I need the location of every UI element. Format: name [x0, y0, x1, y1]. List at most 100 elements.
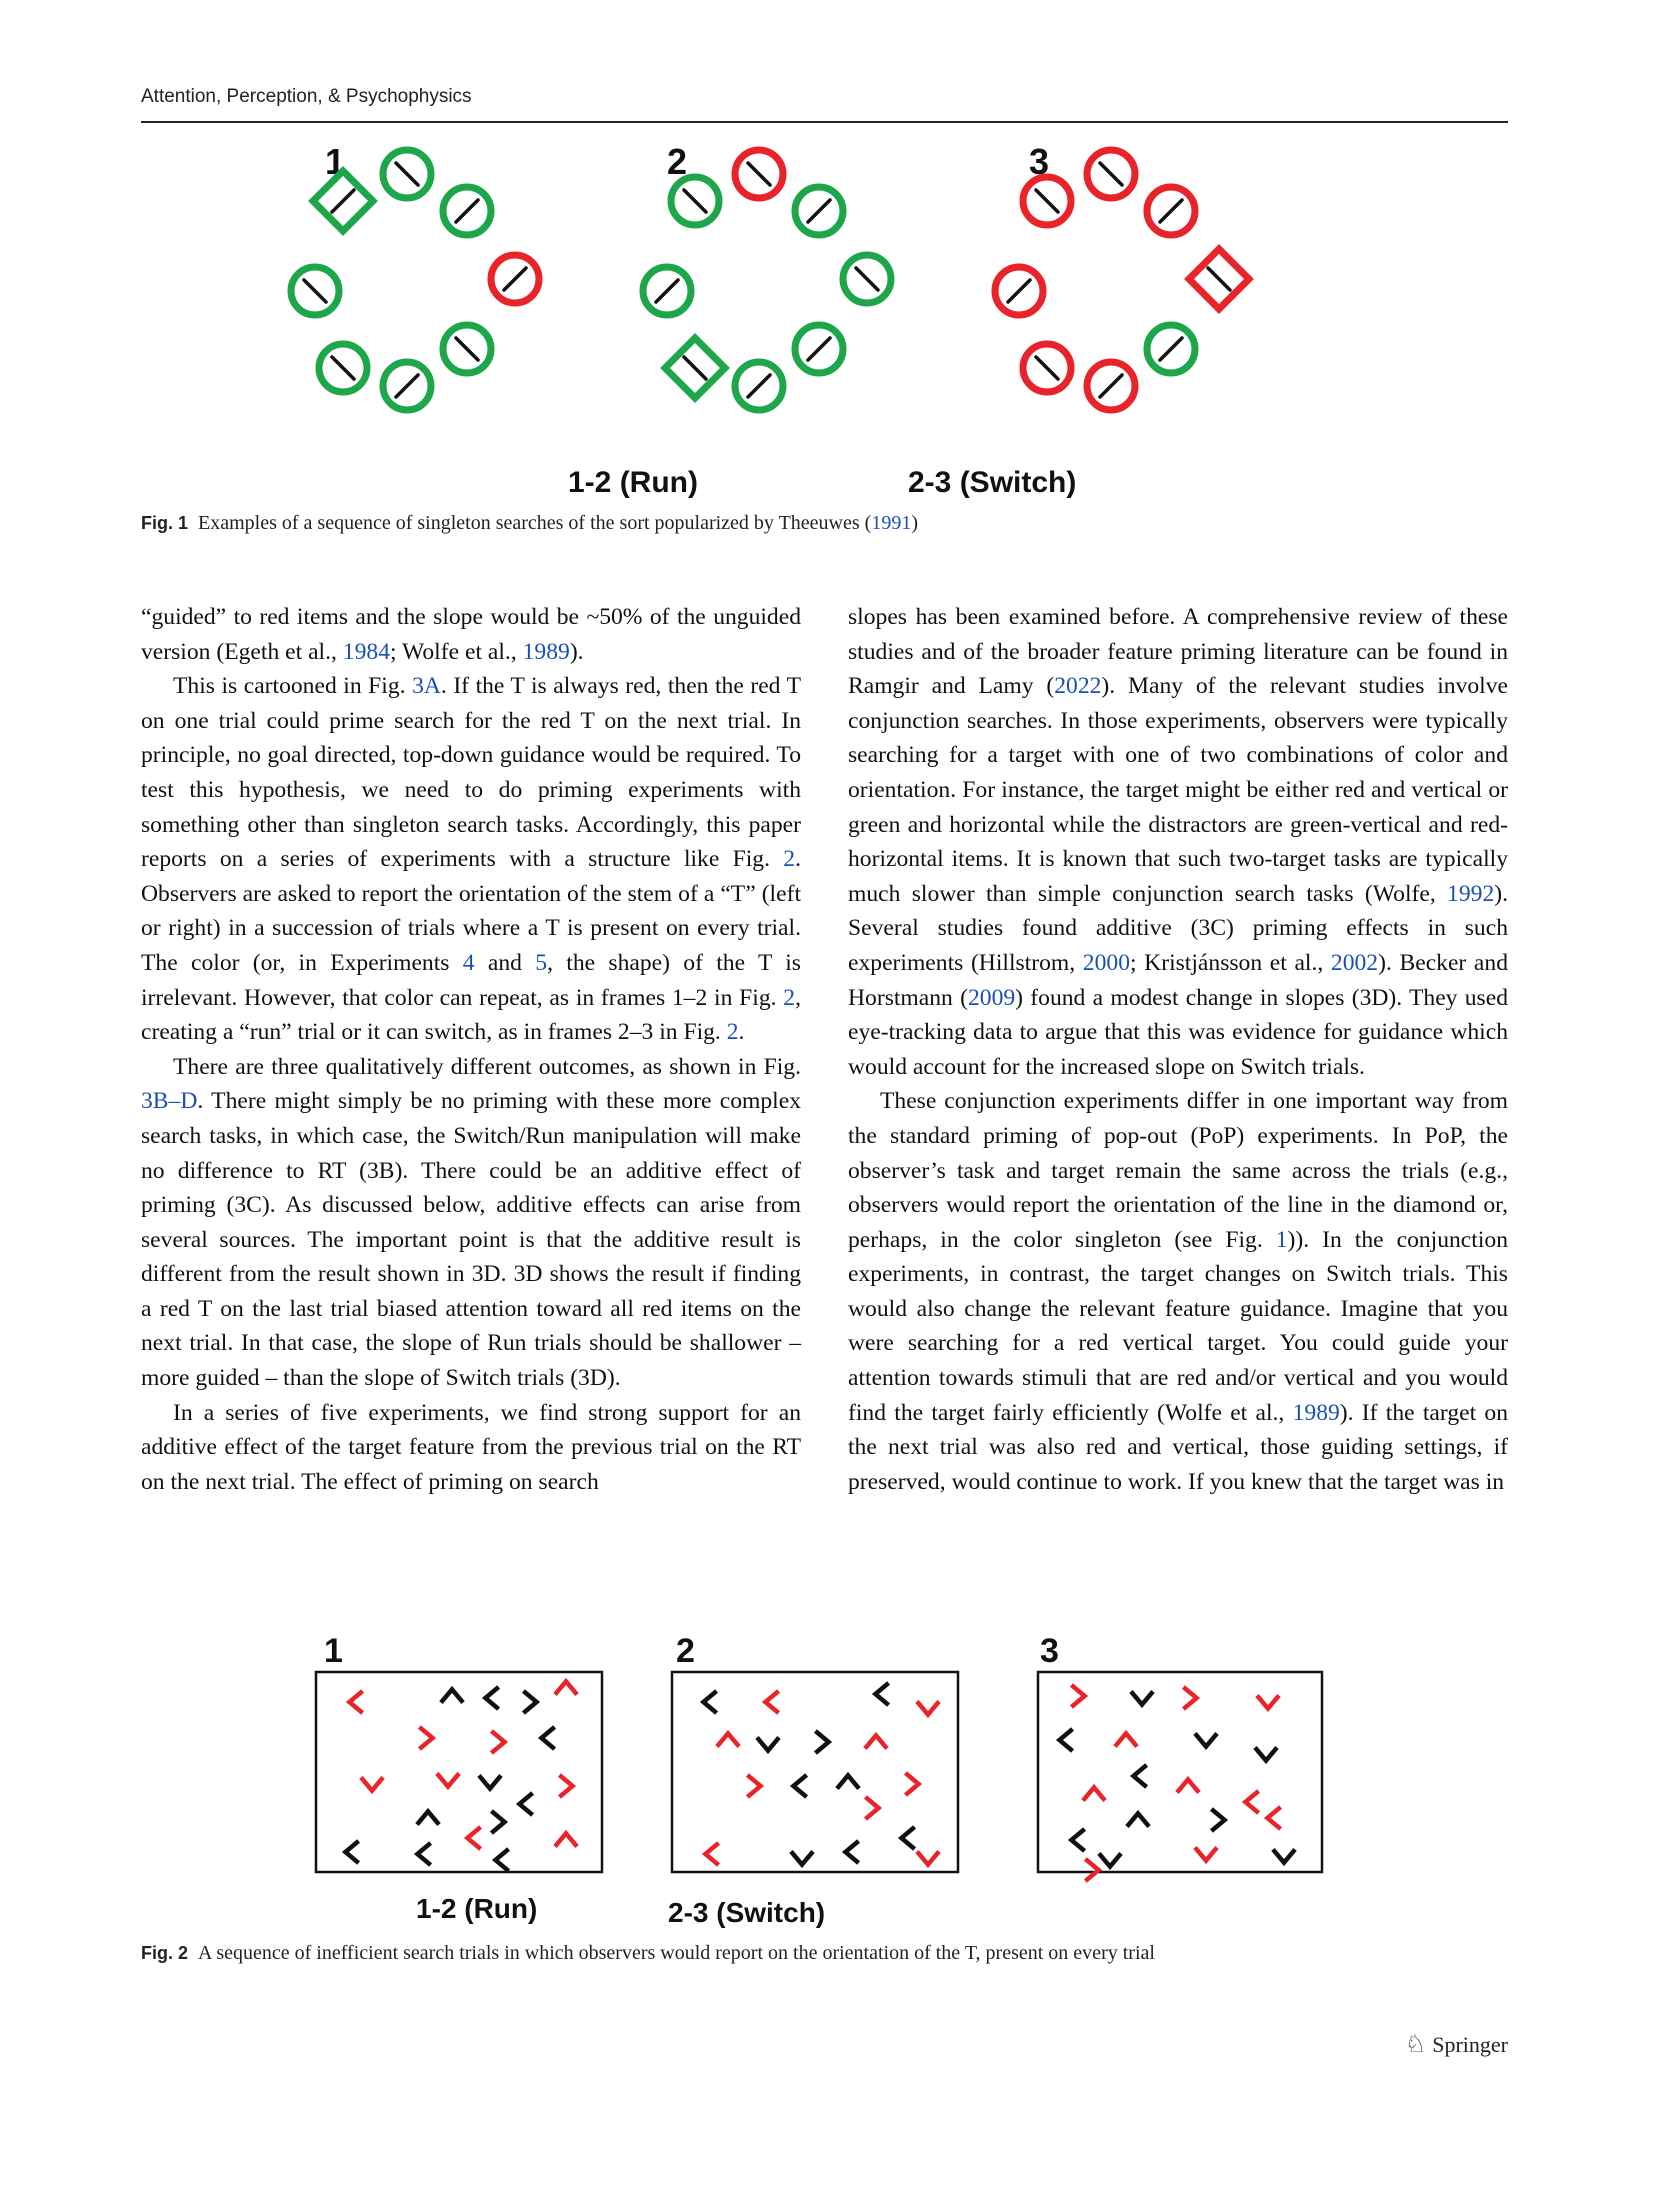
fig2-search-item	[1253, 1745, 1279, 1765]
fig2-search-item	[871, 1681, 891, 1707]
fig1-circle-item	[791, 321, 847, 377]
fig2-search-item	[1055, 1727, 1075, 1753]
fig1-circle-item	[639, 263, 695, 319]
fig2-search-item	[1271, 1847, 1297, 1867]
fig2-search-item	[1083, 1857, 1103, 1883]
fig2-search-item	[863, 1795, 883, 1821]
paragraph: This is cartooned in Fig. 3A. If the T i…	[141, 669, 801, 1050]
text-run: ). Several studies found additive (3C) p…	[848, 880, 1508, 976]
citation-link-theeuwes[interactable]: 1991	[871, 512, 912, 534]
running-header: Attention, Perception, & Psychophysics	[141, 86, 472, 107]
fig1-circle-item	[791, 183, 847, 239]
text-run: There are three qualitatively different …	[173, 1053, 801, 1080]
fig2-search-item	[515, 1791, 535, 1817]
citation-link[interactable]: 1992	[1447, 880, 1495, 907]
text-run: ). Becker and Horstmann (	[848, 949, 1508, 1011]
citation-link[interactable]: 1989	[1292, 1399, 1340, 1426]
text-run: slopes has been examined before. A compr…	[848, 604, 1508, 700]
fig2-transition-label: 2-3 (Switch)	[668, 1897, 825, 1928]
fig2-search-item	[1175, 1775, 1201, 1795]
citation-link[interactable]: 4	[462, 949, 475, 976]
fig2-search-item	[1241, 1789, 1261, 1815]
paragraph: “guided” to red items and the slope woul…	[141, 600, 801, 669]
fig2-search-item	[553, 1829, 579, 1849]
fig2-panel-label: 2	[676, 1632, 695, 1670]
fig2-search-item	[1113, 1729, 1139, 1749]
fig2-search-item	[415, 1807, 441, 1827]
fig1-circle-item	[991, 263, 1047, 319]
fig2-search-item	[897, 1825, 917, 1851]
figure-2: 1 2 3 1-2 (Run) 2-3 (Switch)	[314, 1632, 1324, 1928]
fig1-panel-3: 3	[991, 141, 1254, 414]
fig2-search-item	[863, 1731, 889, 1751]
figure-1-caption: Fig. 1 Examples of a sequence of singleto…	[141, 512, 918, 535]
fig1-circle-item	[1143, 183, 1199, 239]
fig2-search-item	[1069, 1683, 1089, 1709]
fig2-search-item	[345, 1689, 365, 1715]
citation-link[interactable]: 2009	[967, 984, 1016, 1011]
fig1-circle-item	[287, 263, 343, 319]
citation-link[interactable]: 1984	[342, 638, 390, 665]
text-run: . If the T is always red, then the red T…	[141, 673, 801, 873]
paragraph: In a series of five experiments, we find…	[141, 1396, 801, 1500]
citation-link[interactable]: 2	[726, 1019, 739, 1046]
fig2-search-item	[537, 1725, 557, 1751]
publisher-mark: ♘ Springer	[1405, 2030, 1508, 2059]
fig2-search-item	[553, 1677, 579, 1697]
fig1-diamond-item	[1184, 244, 1254, 314]
fig2-search-item	[715, 1729, 741, 1749]
fig2-search-item	[1067, 1827, 1087, 1853]
fig2-search-item	[435, 1771, 461, 1791]
fig1-circle-item	[439, 321, 495, 377]
figure-1-caption-label: Fig. 1	[141, 513, 189, 533]
fig2-search-item	[1081, 1783, 1107, 1803]
fig2-search-item	[439, 1685, 465, 1705]
citation-link[interactable]: 2	[783, 984, 796, 1011]
text-run: This is cartooned in Fig.	[173, 673, 413, 700]
fig2-search-item	[1263, 1805, 1283, 1831]
fig2-display-frame	[314, 1670, 604, 1874]
fig1-circle-item	[1083, 358, 1139, 414]
citation-link[interactable]: 3B–D	[141, 1088, 198, 1115]
fig2-search-item	[835, 1771, 861, 1791]
citation-link[interactable]: 5	[535, 949, 548, 976]
fig1-transition-label: 1-2 (Run)	[568, 466, 698, 499]
fig2-search-item	[915, 1849, 941, 1869]
fig1-circle-item	[1019, 340, 1075, 396]
text-run: , creating a “run” trial or it can switc…	[141, 984, 801, 1046]
citation-link[interactable]: 2022	[1054, 673, 1102, 700]
citation-link[interactable]: 2	[783, 846, 796, 873]
fig2-search-item	[413, 1841, 433, 1867]
citation-link[interactable]: 1989	[522, 638, 570, 665]
text-run: . There might simply be no priming with …	[141, 1088, 801, 1392]
text-run: In a series of five experiments, we find…	[141, 1399, 801, 1495]
paragraph: slopes has been examined before. A compr…	[848, 600, 1508, 1084]
fig2-search-item	[841, 1839, 861, 1865]
fig1-circle-item	[1083, 146, 1139, 202]
citation-link[interactable]: 3A	[412, 673, 441, 700]
fig2-search-item	[557, 1773, 577, 1799]
text-run: ). Many of the relevant studies involve …	[848, 673, 1508, 907]
text-run: ) found a modest change in slopes (3D). …	[848, 984, 1508, 1080]
figure-2-caption-text: A sequence of inefficient search trials …	[198, 1942, 1155, 1964]
fig1-circle-item	[731, 146, 787, 202]
fig1-circle-item	[379, 146, 435, 202]
citation-link[interactable]: 2000	[1082, 949, 1130, 976]
fig2-search-item	[1255, 1693, 1281, 1713]
text-run: . Observers are asked to report the orie…	[141, 846, 801, 976]
text-run: “guided” to red items and the slope woul…	[141, 604, 801, 665]
citation-link[interactable]: 2002	[1330, 949, 1379, 976]
right-column: slopes has been examined before. A compr…	[848, 600, 1508, 1499]
text-run: .	[738, 1019, 745, 1046]
fig2-panel-3: 3	[1036, 1632, 1324, 1883]
fig2-search-item	[417, 1725, 437, 1751]
citation-link[interactable]: 1	[1275, 1226, 1288, 1253]
fig2-search-item	[745, 1773, 765, 1799]
fig1-diamond-item	[308, 166, 378, 236]
fig2-search-item	[521, 1689, 541, 1715]
text-run: ; Wolfe et al.,	[389, 638, 523, 665]
fig2-search-item	[813, 1729, 833, 1755]
fig2-search-item	[1129, 1689, 1155, 1709]
fig2-search-item	[463, 1825, 483, 1851]
fig2-panel-2: 2	[670, 1632, 960, 1874]
